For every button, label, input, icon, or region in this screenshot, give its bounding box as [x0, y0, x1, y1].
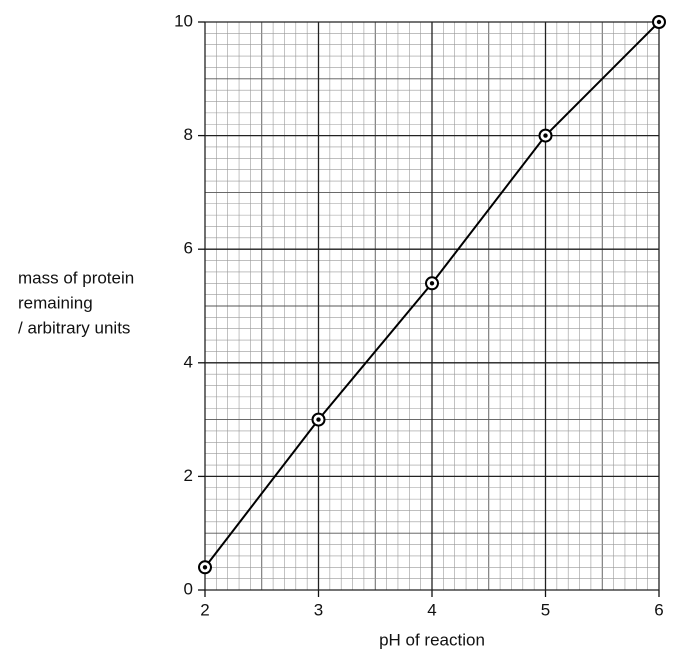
x-tick-label: 5: [541, 600, 550, 619]
y-axis-label: / arbitrary units: [18, 318, 130, 337]
y-tick-label: 10: [174, 11, 193, 30]
y-axis-label: remaining: [18, 293, 93, 312]
data-point-dot: [202, 565, 208, 570]
x-tick-label: 6: [654, 600, 663, 619]
x-tick-label: 4: [427, 600, 436, 619]
x-tick-label: 3: [314, 600, 323, 619]
y-tick-label: 4: [184, 352, 193, 371]
data-point-dot: [316, 417, 321, 422]
y-tick-label: 2: [184, 466, 193, 485]
x-tick-label: 2: [200, 600, 209, 619]
data-point-dot: [656, 19, 662, 25]
y-axis-label: mass of protein: [18, 268, 134, 287]
data-point-dot: [543, 133, 548, 138]
data-point-dot: [429, 281, 435, 286]
x-axis-label: pH of reaction: [379, 630, 485, 649]
y-tick-label: 0: [184, 579, 193, 598]
y-tick-label: 8: [184, 125, 193, 144]
y-tick-label: 6: [184, 239, 193, 258]
